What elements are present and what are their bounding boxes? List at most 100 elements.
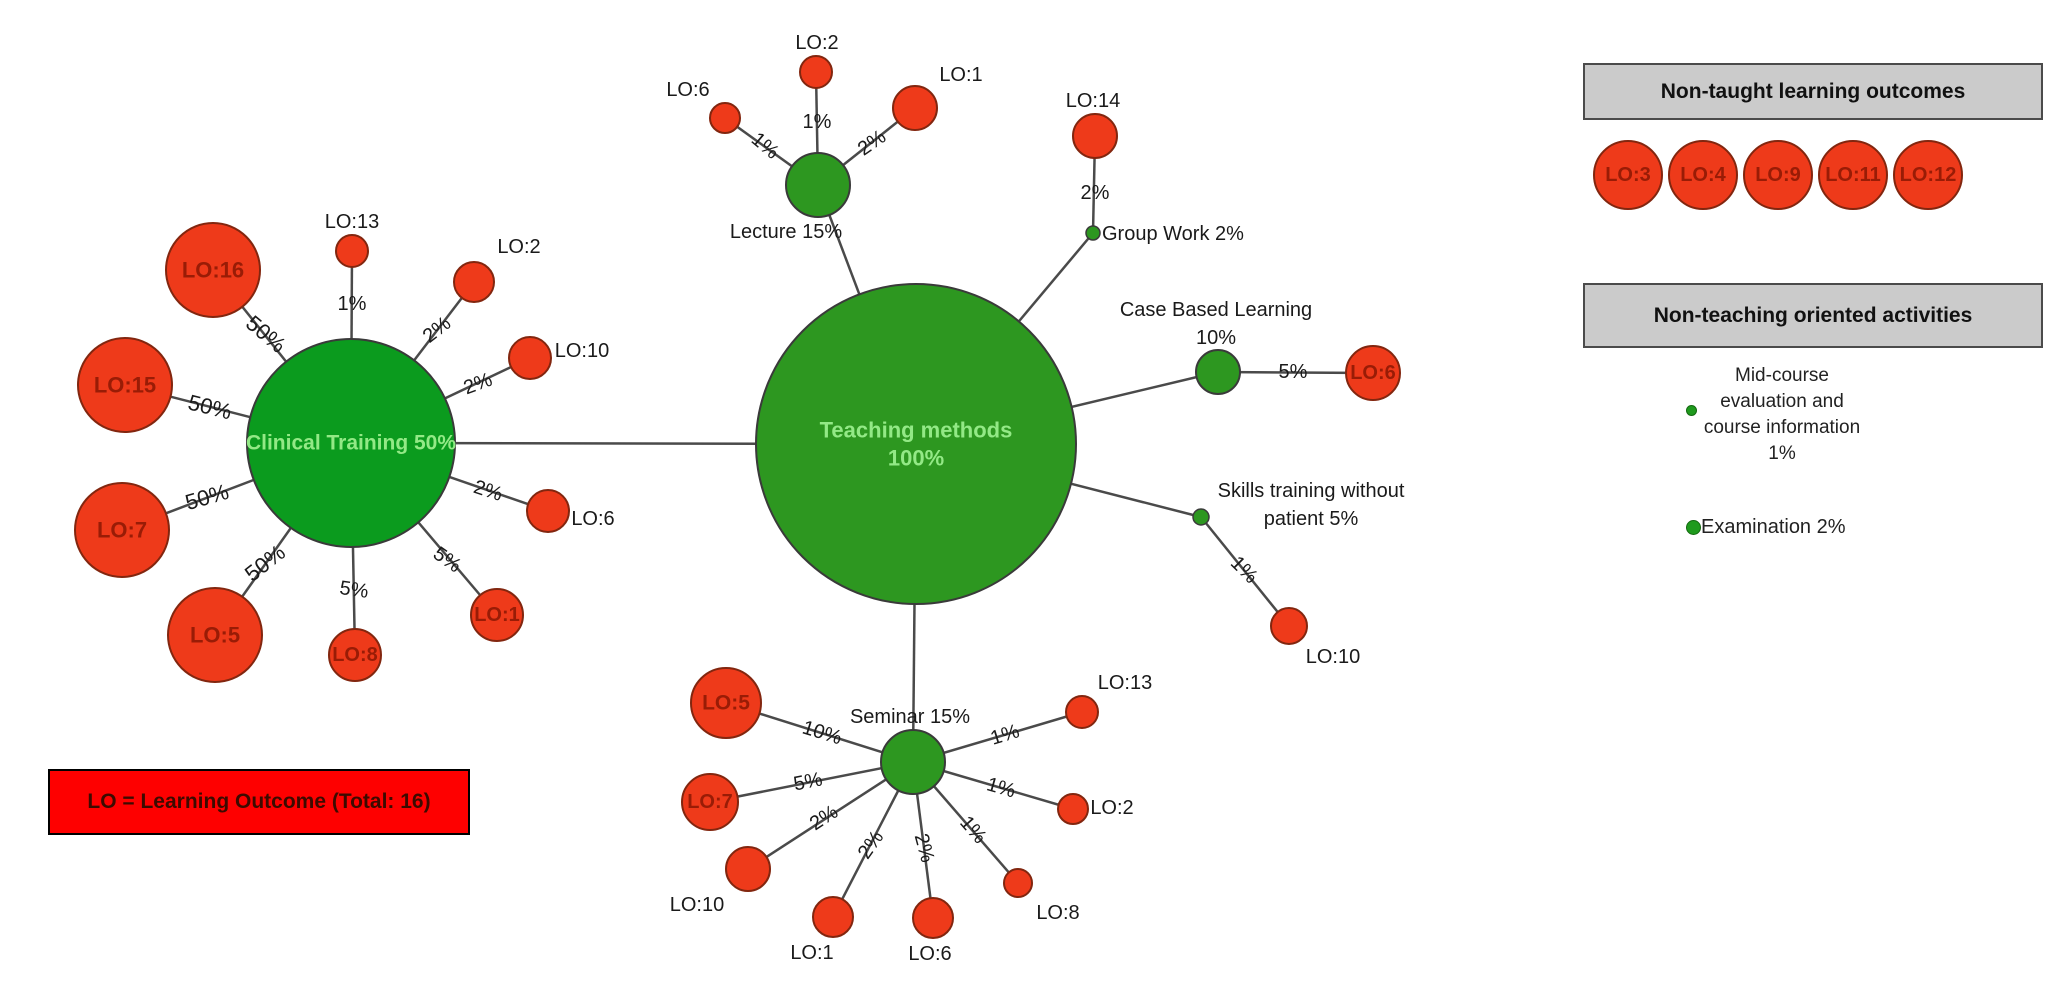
midcourse-line-2: evaluation and — [1720, 391, 1844, 412]
legend-lo-circle-row: LO:3 LO:4 LO:9 LO:11 LO:12 — [1593, 140, 1963, 210]
node-label-sem-lo6: LO:6 — [908, 943, 951, 965]
legend-lo4-circle: LO:4 — [1668, 140, 1738, 210]
edge-skills-training-ski-lo10 — [1200, 516, 1290, 627]
node-label-teaching-methods-2: 100% — [888, 446, 944, 471]
node-cli-lo8 — [328, 628, 382, 682]
node-sem-lo1 — [812, 896, 854, 938]
node-cli-lo10 — [508, 336, 552, 380]
edge-label-group-work-lo14: 2% — [1081, 182, 1110, 204]
node-skills-training — [1192, 508, 1210, 526]
node-label-lo14: LO:14 — [1066, 90, 1120, 112]
node-label-cli-lo5: LO:5 — [190, 623, 240, 648]
node-lo14 — [1072, 113, 1118, 159]
node-label-cli-lo13: LO:13 — [325, 211, 379, 233]
node-label-lec-lo6: LO:6 — [666, 79, 709, 101]
midcourse-line-3: course information — [1703, 417, 1861, 438]
node-lec-lo6 — [709, 102, 741, 134]
node-label-seminar: Seminar 15% — [850, 706, 970, 728]
node-label-lec-lo2: LO:2 — [795, 32, 838, 54]
node-cli-lo7 — [74, 482, 170, 578]
midcourse-line-1: Mid-course — [1735, 365, 1829, 386]
node-cli-lo5 — [167, 587, 263, 683]
node-lecture — [785, 152, 851, 218]
node-label-cli-lo15: LO:15 — [94, 373, 156, 398]
node-teaching-methods — [755, 283, 1077, 605]
legend-lo11-circle: LO:11 — [1818, 140, 1888, 210]
node-label-group-work: Group Work 2% — [1102, 223, 1244, 245]
edge-label-clinical-training-cli-lo13: 1% — [338, 293, 367, 315]
node-label-lec-lo1: LO:1 — [939, 64, 982, 86]
legend-non-taught-title: Non-taught learning outcomes — [1660, 79, 1966, 103]
node-label-ski-lo10: LO:10 — [1306, 646, 1360, 668]
node-label-sem-lo1: LO:1 — [790, 942, 833, 964]
node-label-sem-lo7: LO:7 — [687, 791, 733, 813]
edge-label-case-based-learning-cbl-lo6: 5% — [1279, 361, 1308, 383]
examination-label: Examination 2% — [1701, 516, 1846, 538]
node-label-sem-lo5: LO:5 — [702, 692, 750, 715]
node-label-cli-lo10: LO:10 — [555, 340, 609, 362]
node-sem-lo8 — [1003, 868, 1033, 898]
node-cli-lo6 — [526, 489, 570, 533]
node-label-sem-lo13: LO:13 — [1098, 672, 1152, 694]
edge-label-skills-training-ski-lo10: 1% — [1226, 552, 1262, 588]
node-label-clinical-training: Clinical Training 50% — [246, 432, 456, 455]
edge-label-seminar-sem-lo2: 1% — [984, 773, 1018, 802]
node-label-cli-lo16: LO:16 — [182, 258, 244, 283]
edge-label-lecture-lec-lo6: 1% — [747, 128, 783, 164]
node-lec-lo2 — [799, 55, 833, 89]
node-clinical-training — [246, 338, 456, 548]
edge-label-seminar-sem-lo6: 2% — [910, 831, 939, 865]
midcourse-dot-icon — [1686, 405, 1697, 416]
node-label-sem-lo8: LO:8 — [1036, 902, 1079, 924]
node-sem-lo10 — [725, 846, 771, 892]
node-label-cli-lo2: LO:2 — [497, 236, 540, 258]
node-sem-lo6 — [912, 897, 954, 939]
node-label-skills-training-2: patient 5% — [1264, 508, 1359, 530]
legend-non-teaching-box: Non-teaching oriented activities — [1583, 283, 2043, 348]
node-cli-lo2 — [453, 261, 495, 303]
legend-non-taught-box: Non-taught learning outcomes — [1583, 63, 2043, 120]
midcourse-line-4: 1% — [1768, 443, 1796, 464]
edge-label-clinical-training-cli-lo15: 50% — [186, 390, 235, 425]
node-cli-lo13 — [335, 234, 369, 268]
edge-label-clinical-training-cli-lo5: 50% — [240, 540, 290, 587]
edge-seminar-sem-lo7 — [709, 760, 914, 804]
node-case-based-learning — [1195, 349, 1241, 395]
edge-label-seminar-sem-lo5: 10% — [800, 717, 845, 750]
node-ski-lo10 — [1270, 607, 1308, 645]
node-group-work — [1085, 225, 1101, 241]
edge-label-clinical-training-cli-lo7: 50% — [182, 479, 231, 515]
edge-label-clinical-training-cli-lo16: 50% — [241, 310, 291, 357]
legend-non-teaching-title: Non-teaching oriented activities — [1653, 303, 1973, 327]
node-label-teaching-methods-1: Teaching methods — [820, 418, 1013, 443]
legend-lo9-circle: LO:9 — [1743, 140, 1813, 210]
diagram-nodes — [74, 55, 1401, 939]
node-label-cli-lo7: LO:7 — [97, 518, 147, 543]
legend-lo12-circle: LO:12 — [1893, 140, 1963, 210]
node-label-sem-lo10: LO:10 — [670, 894, 724, 916]
node-sem-lo5 — [690, 667, 762, 739]
lo-note-box: LO = Learning Outcome (Total: 16) — [48, 769, 470, 835]
node-label-sem-lo2: LO:2 — [1090, 797, 1133, 819]
node-label-cli-lo1: LO:1 — [474, 604, 520, 626]
node-label-cli-lo8: LO:8 — [332, 644, 378, 666]
midcourse-label: Mid-course evaluation and course informa… — [1657, 363, 1907, 467]
legend-lo3-circle: LO:3 — [1593, 140, 1663, 210]
lo-note-label: LO = Learning Outcome (Total: 16) — [87, 790, 431, 813]
node-sem-lo13 — [1065, 695, 1099, 729]
node-sem-lo2 — [1057, 793, 1089, 825]
edge-label-seminar-sem-lo1: 2% — [854, 827, 889, 863]
node-label-skills-training-1: Skills training without — [1218, 480, 1405, 502]
node-cbl-lo6 — [1345, 345, 1401, 401]
node-label-lecture: Lecture 15% — [730, 221, 843, 243]
edge-label-clinical-training-cli-lo10: 2% — [461, 369, 496, 400]
node-label-case-based-learning-1: Case Based Learning — [1120, 299, 1312, 321]
edge-label-clinical-training-cli-lo2: 2% — [419, 312, 455, 347]
node-label-cli-lo6: LO:6 — [571, 508, 614, 530]
node-seminar — [880, 729, 946, 795]
edge-label-clinical-training-cli-lo8: 5% — [338, 577, 370, 603]
node-label-cbl-lo6: LO:6 — [1350, 362, 1396, 384]
node-label-case-based-learning-2: 10% — [1196, 327, 1236, 349]
